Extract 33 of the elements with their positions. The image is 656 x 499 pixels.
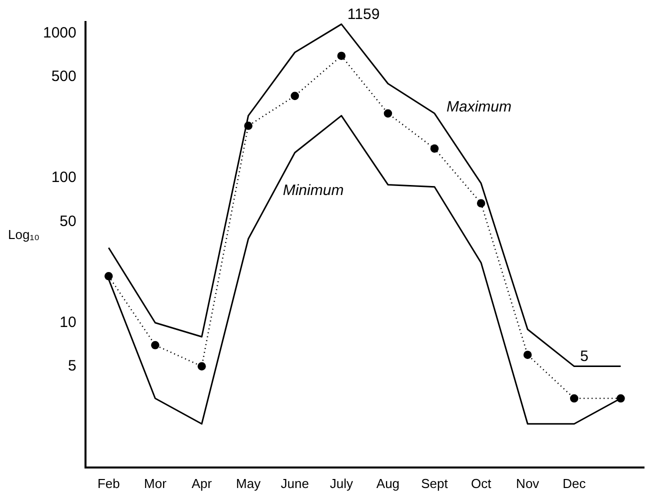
y-tick-label: 50 xyxy=(60,212,76,230)
point xyxy=(430,144,439,153)
x-tick-label: July xyxy=(330,476,354,491)
series-label: Maximum xyxy=(446,98,512,116)
y-tick-label: 10 xyxy=(60,314,76,331)
point xyxy=(616,394,625,403)
y-axis-title: Log₁₀ xyxy=(8,227,40,242)
point xyxy=(104,272,113,280)
x-tick-label: Feb xyxy=(97,476,120,491)
x-tick-label: Dec xyxy=(562,476,586,491)
point xyxy=(151,341,160,350)
x-tick-label: Oct xyxy=(470,476,492,491)
point xyxy=(384,109,392,118)
point xyxy=(337,52,346,60)
x-tick-label: Sept xyxy=(421,476,448,491)
point xyxy=(570,394,578,403)
point xyxy=(198,362,206,370)
annotation: 1159 xyxy=(347,6,380,23)
x-tick-label: June xyxy=(280,476,309,491)
y-tick-label: 1000 xyxy=(42,24,76,42)
point xyxy=(523,350,532,359)
x-tick-label: Nov xyxy=(516,476,540,491)
y-tick-label: 5 xyxy=(68,357,76,374)
x-tick-label: Aug xyxy=(376,476,400,491)
x-tick-label: Mor xyxy=(144,476,168,491)
point xyxy=(290,92,300,100)
point xyxy=(476,199,486,208)
annotation: 5 xyxy=(580,348,589,365)
x-tick-label: May xyxy=(236,476,262,491)
y-tick-label: 100 xyxy=(51,169,76,186)
x-tick-label: Apr xyxy=(192,476,213,491)
y-tick-label: 500 xyxy=(51,68,76,86)
series-label: Minimum xyxy=(282,182,344,199)
